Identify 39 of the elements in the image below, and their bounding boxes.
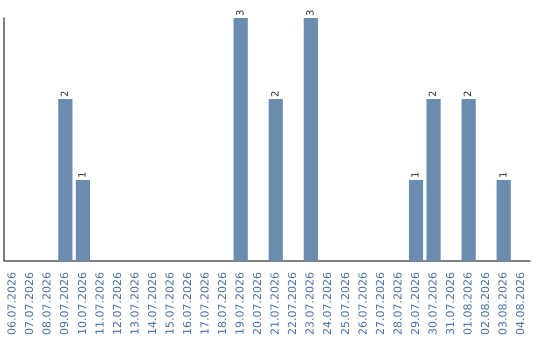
data-label: 2 xyxy=(60,90,71,98)
x-tick-label: 15.07.2026 xyxy=(163,272,176,336)
x-tick-label: 11.07.2026 xyxy=(93,272,106,336)
x-tick-label: 02.08.2026 xyxy=(479,272,492,336)
data-label: 1 xyxy=(77,172,88,178)
data-label: 3 xyxy=(305,10,316,16)
x-tick-label: 08.07.2026 xyxy=(40,272,54,336)
x-tick-label: 06.07.2026 xyxy=(6,272,19,336)
data-label: 2 xyxy=(270,90,282,98)
x-tick-label: 12.07.2026 xyxy=(110,272,124,336)
data-label: 2 xyxy=(463,90,474,98)
x-tick-label: 26.07.2026 xyxy=(356,272,370,336)
x-tick-label: 03.08.2026 xyxy=(496,272,510,336)
data-label: 1 xyxy=(410,172,422,178)
x-tick-label: 16.07.2026 xyxy=(180,272,194,336)
x-tick-label: 22.07.2026 xyxy=(286,272,300,336)
x-tick-label: 28.07.2026 xyxy=(391,272,404,336)
x-tick-label: 30.07.2026 xyxy=(426,272,440,336)
x-tick-label: 25.07.2026 xyxy=(338,272,352,336)
x-tick-label: 18.07.2026 xyxy=(216,272,230,336)
x-tick-label: 24.07.2026 xyxy=(321,272,334,336)
x-tick-label: 19.07.2026 xyxy=(234,272,247,336)
x-tick-label: 23.07.2026 xyxy=(304,272,317,336)
x-tick-label: 14.07.2026 xyxy=(146,272,159,336)
x-tick-label: 31.07.2026 xyxy=(444,272,457,336)
x-tick-label: 13.07.2026 xyxy=(128,272,142,336)
data-label: 1 xyxy=(498,172,510,178)
x-tick-label: 29.07.2026 xyxy=(408,272,422,336)
x-tick-label: 04.08.2026 xyxy=(514,272,528,336)
x-tick-label: 10.07.2026 xyxy=(76,272,89,336)
x-tick-label: 27.07.2026 xyxy=(374,272,387,336)
data-label: 3 xyxy=(235,10,246,16)
x-tick-label: 09.07.2026 xyxy=(58,272,72,336)
data-label: 2 xyxy=(428,90,440,98)
x-tick-label: 20.07.2026 xyxy=(251,272,264,336)
x-tick-label: 17.07.2026 xyxy=(198,272,212,336)
x-tick-label: 21.07.2026 xyxy=(268,272,282,336)
x-tick-label: 01.08.2026 xyxy=(461,272,474,336)
x-tick-label: 07.07.2026 xyxy=(23,272,36,336)
